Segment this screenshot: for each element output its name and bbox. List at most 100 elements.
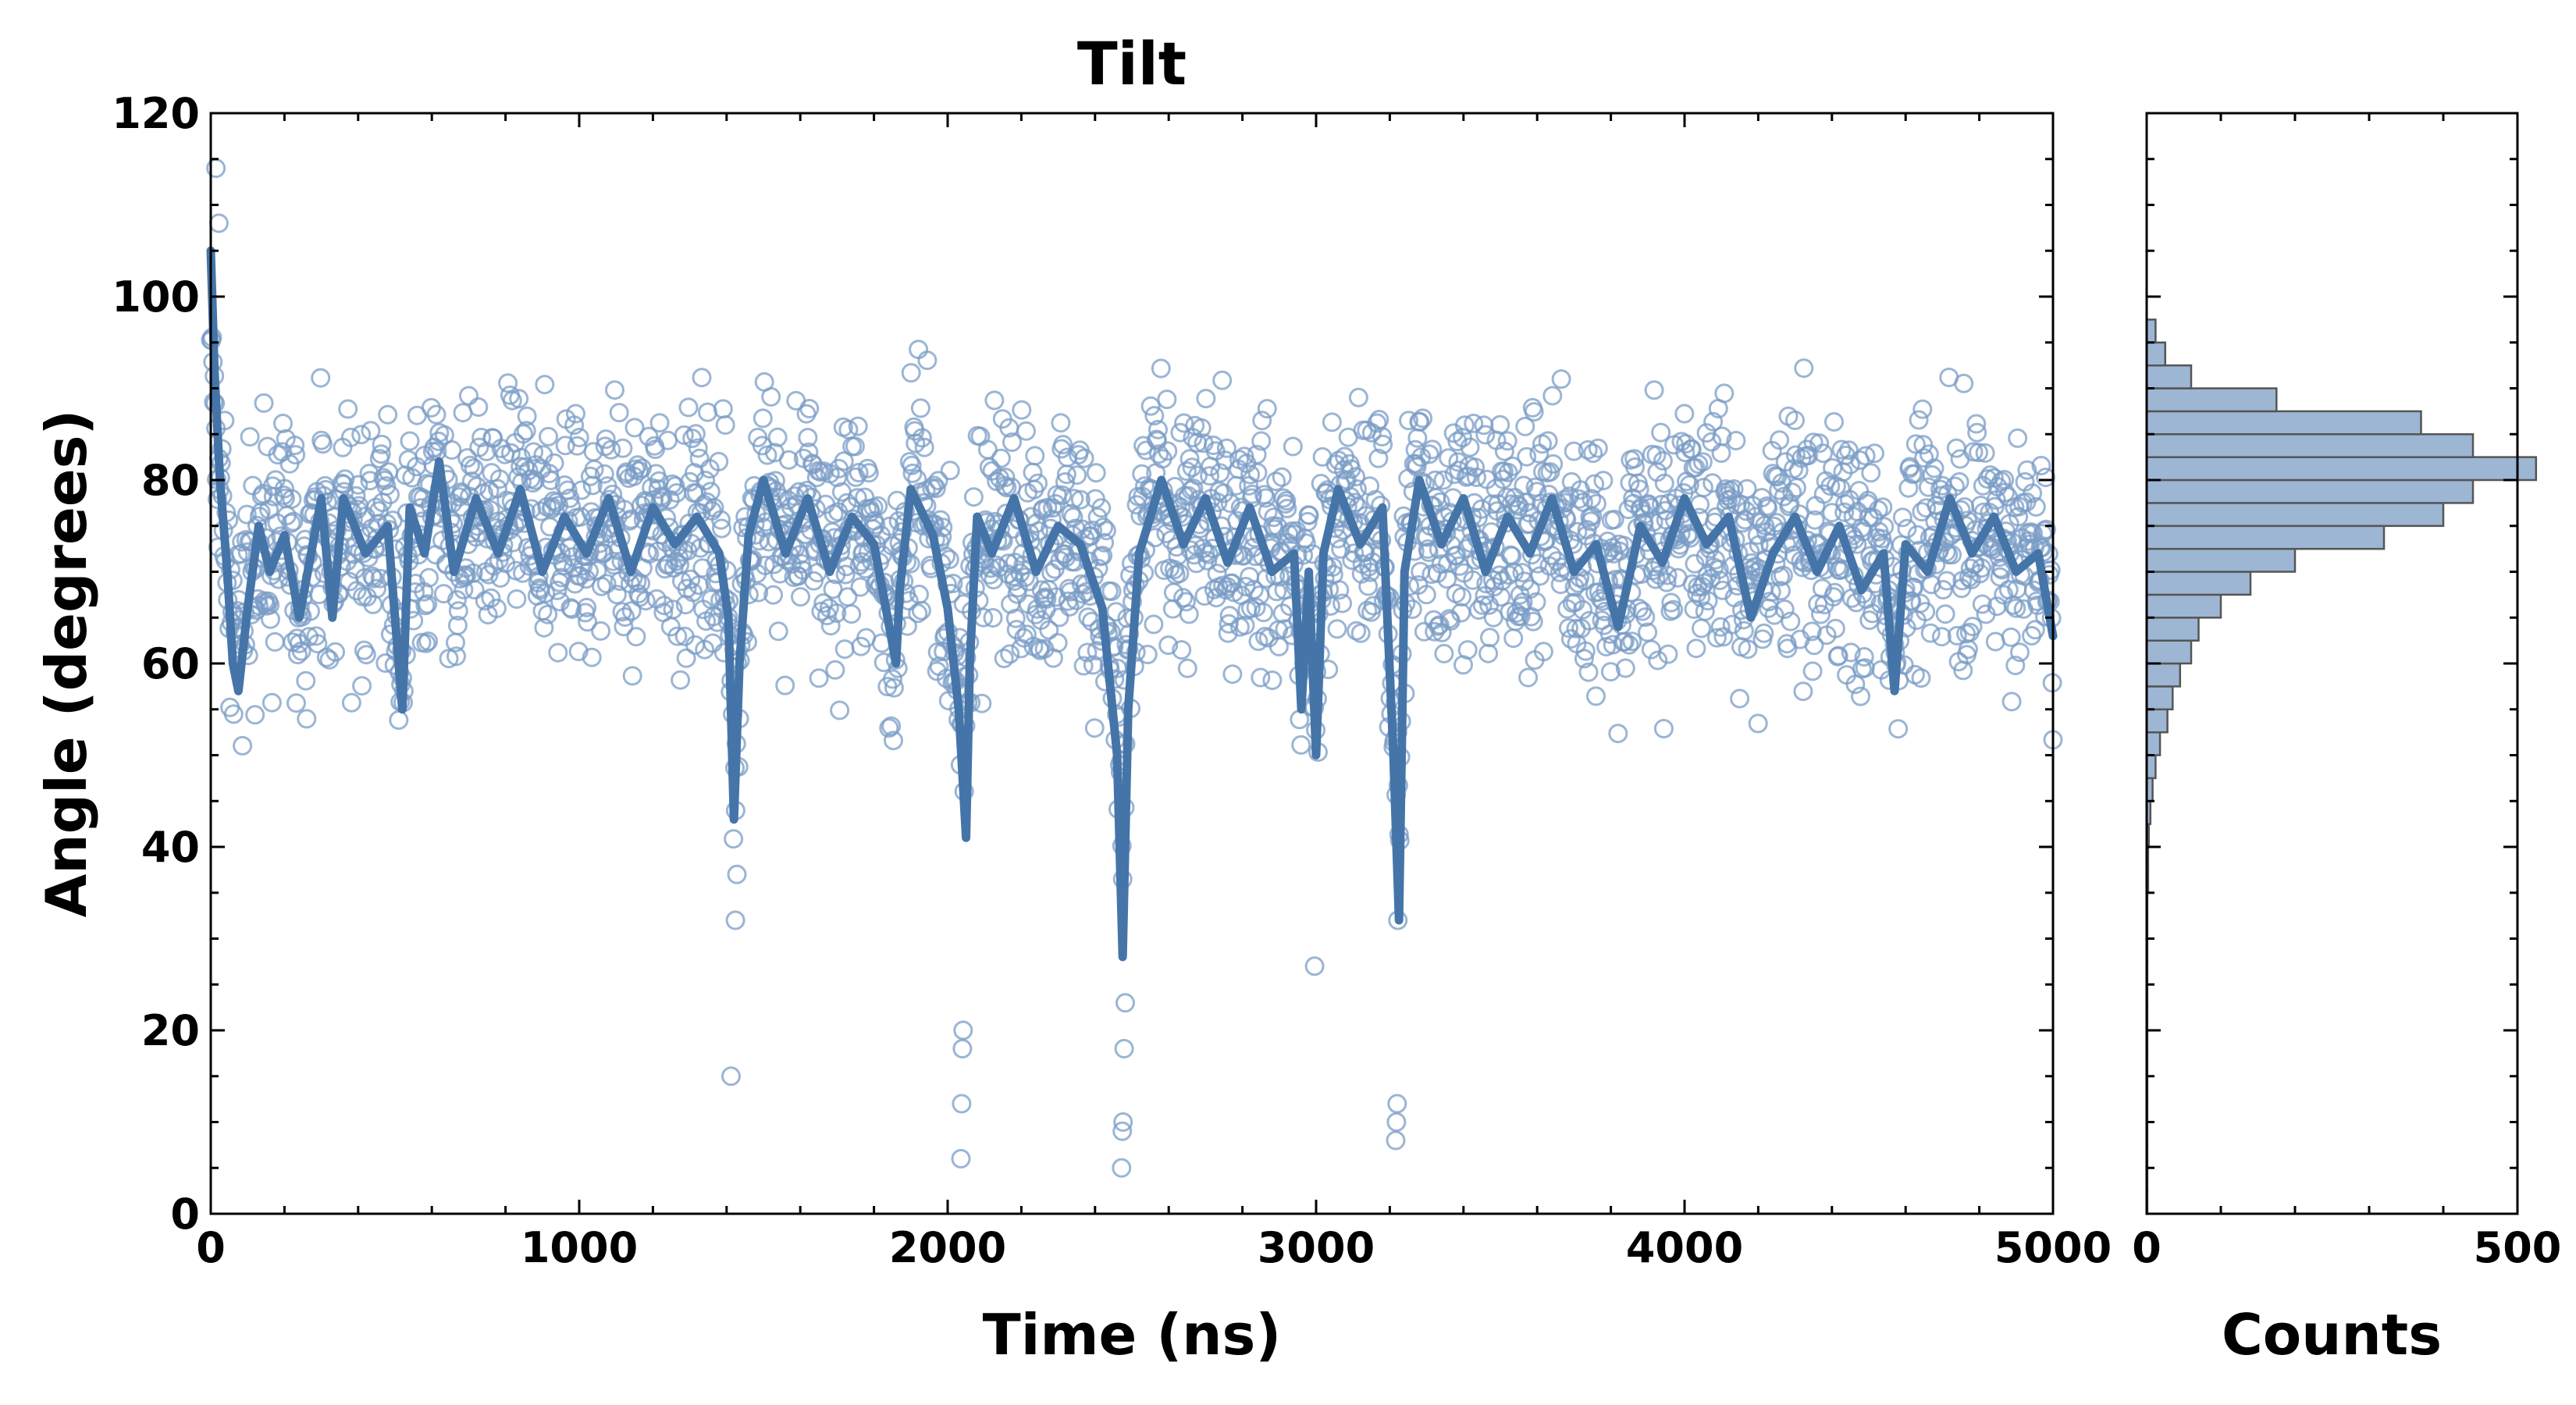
scatter-point (2036, 468, 2056, 488)
scatter-point (2006, 598, 2026, 618)
scatter-point (1931, 627, 1952, 647)
scatter-point (1524, 402, 1544, 422)
scatter-point (1962, 617, 1983, 637)
scatter-point (2025, 620, 2045, 640)
scatter-point (1574, 571, 1595, 591)
scatter-point (1802, 621, 1822, 642)
scatter-point (914, 437, 934, 457)
scatter-point (845, 436, 865, 457)
scatter-outlier-point (1387, 1094, 1407, 1114)
scatter-point (1207, 564, 1227, 584)
scatter-point (286, 693, 306, 713)
scatter-point (775, 675, 795, 695)
scatter-point (341, 692, 361, 713)
scatter-point (1296, 533, 1316, 553)
scatter-point (883, 669, 902, 689)
histogram-bar (2145, 617, 2200, 642)
scatter-point (799, 442, 819, 462)
scatter-point (761, 386, 781, 407)
scatter-point (724, 829, 744, 849)
scatter-point (834, 639, 855, 660)
y-tick-label: 40 (141, 823, 200, 872)
scatter-point (1811, 604, 1831, 624)
scatter-point (698, 402, 717, 422)
scatter-point (660, 489, 680, 510)
scatter-point (1052, 485, 1073, 505)
scatter-point (1861, 463, 1881, 483)
scatter-point (1106, 602, 1126, 622)
scatter-point (1657, 565, 1678, 585)
scatter-point (1840, 454, 1860, 475)
scatter-point (1299, 505, 1319, 525)
scatter-point (1658, 644, 1678, 664)
scatter-point (346, 486, 366, 506)
scatter-point (1575, 641, 1596, 661)
scatter-point (1183, 478, 1204, 499)
scatter-point (367, 578, 386, 599)
scatter-point (850, 577, 870, 597)
scatter-point (1528, 553, 1548, 574)
scatter-point (1622, 631, 1642, 652)
x-tick-label: 4000 (1626, 1223, 1743, 1272)
scatter-point (1277, 499, 1297, 518)
scatter-point (1785, 411, 1805, 430)
scatter-point (1569, 489, 1589, 509)
scatter-point (1972, 594, 1992, 614)
scatter-point (535, 375, 555, 395)
scatter-point (1758, 498, 1777, 518)
scatter-point (1567, 521, 1588, 542)
scatter-point (1490, 414, 1510, 435)
scatter-point (767, 427, 788, 447)
scatter-point (1854, 647, 1874, 667)
scatter-point (1738, 639, 1758, 660)
scatter-point (260, 595, 280, 615)
scatter-point (1643, 512, 1663, 532)
scatter-point (1322, 412, 1342, 432)
scatter-point (1706, 628, 1727, 648)
scatter-point (1087, 507, 1108, 527)
scatter-point (559, 538, 579, 558)
scatter-point (1559, 618, 1578, 638)
scatter-point (1219, 606, 1240, 626)
scatter-point (415, 596, 436, 616)
histogram-bar (2145, 639, 2193, 665)
scatter-point (371, 444, 391, 464)
scatter-point (1503, 628, 1524, 649)
scatter-point (2017, 460, 2037, 480)
scatter-point (827, 603, 847, 623)
scatter-point (1856, 446, 1876, 466)
scatter-point (1737, 478, 1757, 499)
x-axis-label: Time (ns) (983, 1302, 1282, 1368)
scatter-point (287, 645, 308, 665)
scatter-point (1527, 482, 1547, 502)
scatter-outlier-point (1115, 993, 1135, 1013)
scatter-point (1073, 584, 1093, 604)
scatter-point (1920, 623, 1941, 643)
scatter-point (1254, 603, 1274, 623)
scatter-point (1676, 434, 1696, 454)
scatter-point (479, 481, 500, 501)
scatter-point (1200, 466, 1220, 486)
scatter-point (596, 574, 617, 594)
scatter-point (1805, 510, 1825, 530)
scatter-point (1262, 670, 1283, 690)
scatter-point (615, 607, 635, 627)
scatter-point (1177, 658, 1197, 678)
scatter-point (261, 609, 280, 629)
scatter-point (1656, 572, 1677, 592)
scatter-point (1949, 471, 1969, 492)
scatter-point (513, 424, 533, 444)
scatter-point (1933, 580, 1953, 599)
scatter-point (1588, 438, 1608, 458)
scatter-point (1444, 464, 1464, 485)
scatter-point (500, 443, 521, 463)
scatter-point (1971, 558, 1991, 578)
x-tick-label: 0 (196, 1223, 226, 1272)
scatter-point (539, 426, 558, 446)
scatter-point (1873, 497, 1893, 518)
scatter-point (1179, 449, 1200, 469)
scatter-point (1907, 525, 1927, 545)
histogram-bar (2145, 547, 2297, 573)
scatter-point (461, 471, 482, 491)
scatter-point (1564, 577, 1585, 597)
